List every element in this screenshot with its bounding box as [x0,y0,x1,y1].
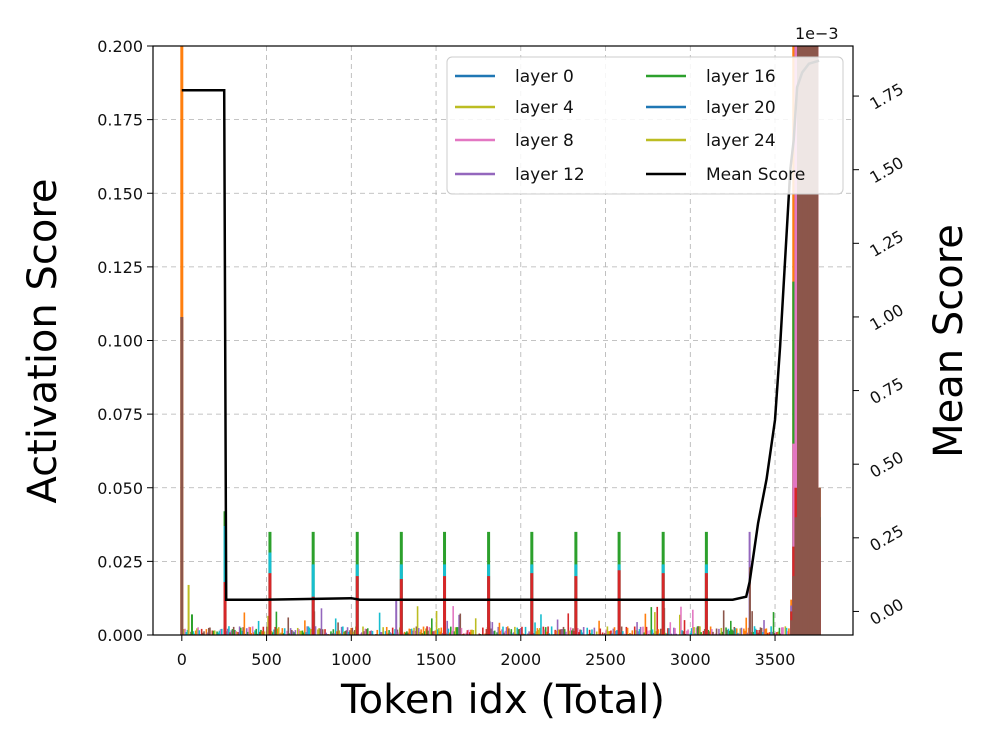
y-right-tick-label: 0.50 [867,447,907,481]
x-tick-label: 3000 [670,650,711,669]
y-left-tick-label: 0.025 [97,552,143,571]
y-axis-right-offset: 1e−3 [795,24,839,43]
y-right-tick-label: 1.00 [867,300,907,334]
noise-spikes [181,531,793,635]
y-left-tick-label: 0.050 [97,479,143,498]
y-left-tick-label: 0.075 [97,405,143,424]
y-axis-right-label: Mean Score [926,224,972,458]
y-right-tick-label: 1.75 [867,79,907,113]
y-left-tick-label: 0.000 [97,626,143,645]
y-right-tick-label: 1.25 [867,227,907,261]
y-right-tick-label: 0.25 [867,521,907,555]
legend-label: Mean Score [706,165,805,185]
legend-label: layer 4 [515,98,574,118]
y-right-tick-label: 0.00 [867,595,907,629]
y-left-tick-label: 0.150 [97,184,143,203]
legend-label: layer 8 [515,131,574,151]
y-axis-left-label: Activation Score [20,179,66,504]
y-left-tick-label: 0.175 [97,111,143,130]
y-left-tick-label: 0.125 [97,258,143,277]
legend-label: layer 0 [515,67,574,87]
x-tick-label: 2000 [500,650,541,669]
x-tick-label: 0 [177,650,187,669]
legend-box [446,56,844,195]
legend-label: layer 24 [706,131,776,151]
y-right-tick-label: 1.50 [867,153,907,187]
x-axis-label: Token idx (Total) [340,677,665,723]
y-axis-left-ticks: 0.000 0.025 0.050 0.075 0.100 0.125 0.150 0.175… [97,37,153,645]
legend-label: layer 16 [706,67,776,87]
y-left-tick-label: 0.100 [97,332,143,351]
y-right-tick-label: 0.75 [867,374,907,408]
x-tick-label: 2500 [585,650,626,669]
legend: layer 0 layer 4 layer 8 layer 12 layer 16 lay… [446,56,844,195]
x-tick-label: 1000 [331,650,372,669]
legend-label: layer 20 [706,98,776,118]
legend-label: layer 12 [515,165,585,185]
y-left-tick-label: 0.200 [97,37,143,56]
y-axis-right-ticks: 0.00 0.25 0.50 0.75 1.00 1.25 1.50 1.75 [853,79,907,629]
x-tick-label: 500 [251,650,282,669]
x-tick-label: 1500 [416,650,457,669]
x-tick-label: 3500 [755,650,796,669]
x-axis-ticks: 0 500 1000 1500 2000 2500 3000 3500 [177,635,796,669]
